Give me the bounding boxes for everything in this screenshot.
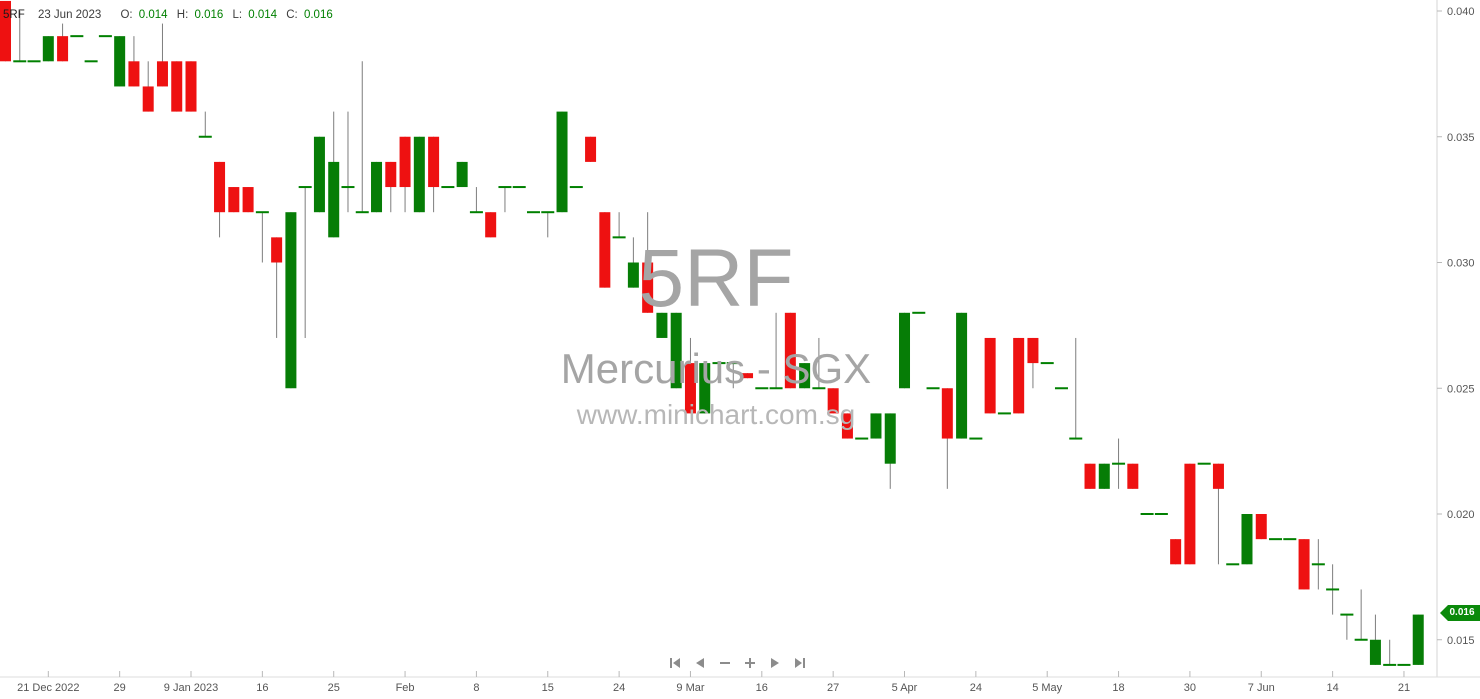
svg-text:21: 21 [1398, 682, 1410, 694]
zoom-out-icon [717, 655, 733, 671]
svg-text:14: 14 [1326, 682, 1338, 694]
legend-date: 23 Jun 2023 [37, 9, 102, 21]
svg-text:15: 15 [542, 682, 554, 694]
svg-text:0.020: 0.020 [1447, 509, 1475, 521]
svg-text:Feb: Feb [396, 682, 415, 694]
low-label: L: [232, 9, 243, 21]
high-value: 0.016 [194, 9, 224, 21]
step-backward-button[interactable] [692, 655, 708, 671]
svg-text:25: 25 [328, 682, 340, 694]
skip-to-start-icon [667, 655, 683, 671]
zoom-in-icon [742, 655, 758, 671]
zoom-out-button[interactable] [717, 655, 733, 671]
high-label: H: [176, 9, 189, 21]
svg-text:29: 29 [114, 682, 126, 694]
svg-text:7 Jun: 7 Jun [1248, 682, 1275, 694]
svg-text:30: 30 [1184, 682, 1196, 694]
ticker-symbol: 5RF [3, 9, 25, 21]
svg-text:0.035: 0.035 [1447, 132, 1475, 144]
svg-text:0.015: 0.015 [1447, 635, 1475, 647]
svg-text:27: 27 [827, 682, 839, 694]
svg-text:21 Dec 2022: 21 Dec 2022 [17, 682, 79, 694]
open-value: 0.014 [138, 9, 168, 21]
svg-text:8: 8 [473, 682, 479, 694]
close-label: C: [286, 9, 298, 21]
svg-text:0.025: 0.025 [1447, 383, 1475, 395]
step-backward-icon [692, 655, 708, 671]
skip-to-end-icon [792, 655, 808, 671]
step-forward-button[interactable] [767, 655, 783, 671]
chart-nav-toolbar [667, 655, 808, 671]
svg-text:24: 24 [970, 682, 982, 694]
svg-text:5 May: 5 May [1032, 682, 1062, 694]
svg-text:24: 24 [613, 682, 625, 694]
close-value: 0.016 [303, 9, 333, 21]
svg-text:18: 18 [1112, 682, 1124, 694]
low-value: 0.014 [248, 9, 278, 21]
last-price-badge: 0.016 [1440, 605, 1480, 621]
skip-to-end-button[interactable] [792, 655, 808, 671]
skip-to-start-button[interactable] [667, 655, 683, 671]
svg-text:0.030: 0.030 [1447, 258, 1475, 270]
open-label: O: [120, 9, 133, 21]
svg-text:16: 16 [756, 682, 768, 694]
svg-text:5 Apr: 5 Apr [892, 682, 918, 694]
svg-text:9 Jan 2023: 9 Jan 2023 [164, 682, 218, 694]
svg-text:9 Mar: 9 Mar [676, 682, 704, 694]
svg-text:0.040: 0.040 [1447, 6, 1475, 18]
ohlc-legend: 5RF 23 Jun 2023 O: 0.014 H: 0.016 L: 0.0… [3, 9, 333, 21]
svg-text:16: 16 [256, 682, 268, 694]
zoom-in-button[interactable] [742, 655, 758, 671]
step-forward-icon [767, 655, 783, 671]
